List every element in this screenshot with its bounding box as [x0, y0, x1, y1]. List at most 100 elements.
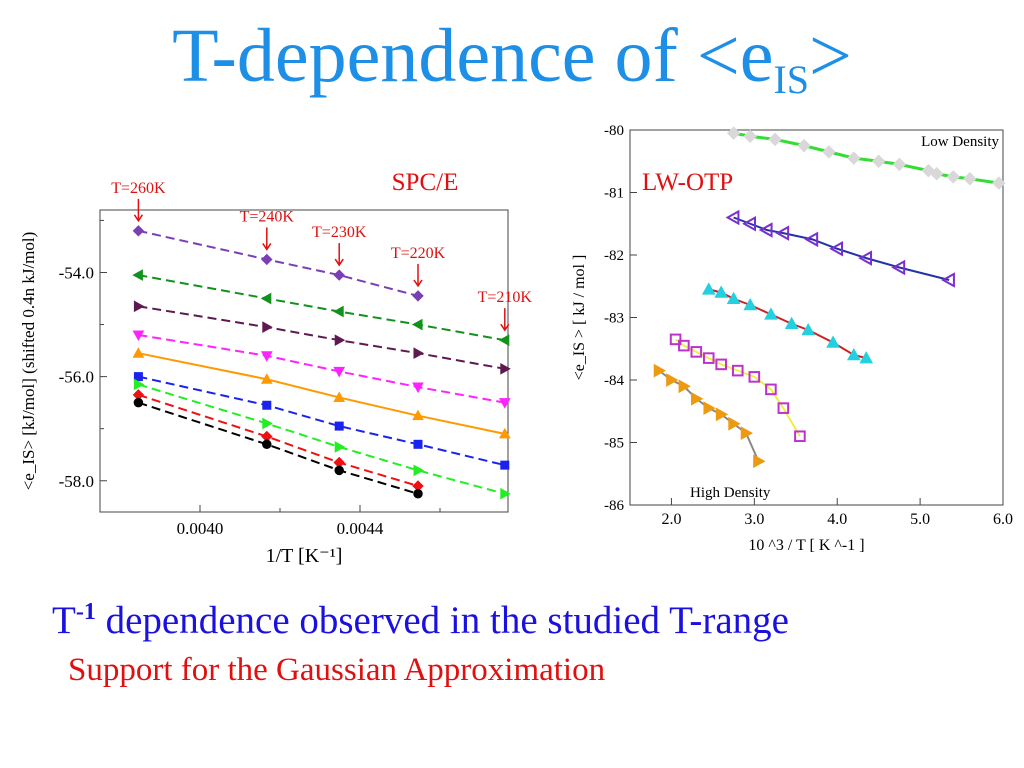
conclusion-text: dependence observed in the studied T-ran…: [95, 599, 789, 642]
data-point: [666, 373, 679, 387]
data-point: [846, 347, 861, 361]
data-point: [963, 172, 977, 186]
data-series: [653, 363, 766, 469]
data-point: [822, 145, 836, 159]
data-point: [262, 321, 273, 334]
data-point: [742, 216, 756, 232]
annotation-arrowhead: [500, 323, 510, 332]
data-point: [728, 416, 741, 431]
x-axis-label: 1/T [K⁻¹]: [266, 545, 343, 567]
temperature-label: T=220K: [391, 245, 446, 262]
data-point: [701, 282, 716, 295]
data-point: [333, 366, 346, 378]
temperature-label: T=230K: [312, 224, 367, 241]
data-point: [941, 272, 955, 288]
y-tick-label: -84: [604, 373, 624, 389]
data-point: [133, 378, 145, 391]
data-point: [777, 402, 790, 414]
data-point: [498, 334, 510, 347]
data-point: [262, 400, 272, 410]
temperature-label: T=240K: [240, 208, 295, 225]
data-point: [133, 397, 144, 408]
y-tick-label: -80: [604, 123, 624, 139]
data-point: [132, 347, 145, 358]
data-point: [262, 439, 272, 450]
x-tick-label: 6.0: [993, 511, 1013, 528]
data-series: [725, 209, 955, 288]
data-series: [133, 397, 423, 499]
data-series: [701, 282, 874, 364]
temperature-annotation: T=220K: [391, 245, 446, 288]
data-point: [333, 269, 345, 281]
conclusion-line: T-1 dependence observed in the studied T…: [52, 598, 789, 643]
data-point: [500, 460, 510, 470]
series-line: [138, 393, 419, 487]
data-point: [412, 382, 424, 394]
annotation-arrowhead: [262, 243, 272, 251]
data-point: [715, 358, 727, 371]
series-line: [138, 383, 506, 495]
y-tick-label: -86: [604, 498, 624, 514]
x-tick-label: 3.0: [744, 511, 764, 528]
data-point: [726, 126, 741, 140]
data-point: [411, 318, 423, 331]
data-point: [260, 292, 272, 305]
data-point: [764, 307, 778, 320]
data-series: [669, 333, 806, 443]
conclusion-exponent: -1: [75, 599, 96, 625]
data-point: [413, 439, 423, 449]
data-point: [412, 290, 424, 302]
data-point: [703, 401, 716, 415]
data-point: [498, 427, 511, 439]
data-point: [262, 417, 273, 430]
data-point: [413, 489, 423, 499]
data-point: [498, 398, 511, 409]
support-line: Support for the Gaussian Approximation: [68, 652, 606, 688]
data-point: [133, 300, 145, 313]
data-point: [826, 335, 840, 348]
data-point: [413, 464, 425, 477]
series-line: [138, 305, 505, 370]
data-point: [871, 154, 886, 168]
temperature-annotation: T=230K: [312, 224, 367, 267]
low-density-label: Low Density: [921, 134, 999, 150]
y-tick-label: -82: [604, 248, 624, 264]
data-point: [413, 347, 425, 360]
data-point: [765, 383, 777, 396]
series-line: [708, 288, 867, 360]
x-axis-label: 10 ^3 / T [ K ^-1 ]: [748, 537, 864, 554]
title-main: T-dependence of <e: [172, 14, 774, 98]
data-series: [133, 372, 510, 470]
data-point: [669, 333, 682, 346]
y-tick-label: -58.0: [59, 472, 94, 491]
y-axis-label: <e_IS > [ kJ / mol ]: [571, 255, 588, 381]
data-point: [715, 407, 729, 422]
data-point: [678, 379, 691, 394]
data-point: [740, 426, 754, 440]
temperature-annotation: T=260K: [111, 180, 166, 223]
data-point: [892, 157, 907, 172]
data-point: [804, 231, 819, 248]
chart-label-lw-otp: LW-OTP: [642, 169, 733, 196]
annotation-arrowhead: [334, 258, 344, 267]
data-series: [132, 225, 424, 302]
data-series: [132, 347, 511, 439]
data-series: [133, 300, 511, 375]
x-tick-label: 4.0: [827, 511, 847, 528]
data-point: [500, 362, 511, 375]
data-point: [714, 285, 729, 298]
slide-title: T-dependence of <eIS>: [0, 18, 1024, 100]
chart-lw-otp: -80 -81 -82 -83 -84 -85 -86 2.0 3.0 4.0 5.0 6.0 10 ^…: [571, 123, 1013, 554]
data-point: [929, 167, 944, 181]
annotation-arrowhead: [413, 279, 423, 288]
data-point: [859, 351, 874, 364]
y-tick-label: -54.0: [59, 263, 94, 282]
data-point: [891, 259, 906, 276]
data-point: [691, 391, 704, 406]
data-point: [801, 322, 816, 336]
x-tick-label: 5.0: [910, 511, 930, 528]
data-point: [858, 250, 873, 266]
data-point: [334, 465, 344, 476]
data-point: [992, 176, 1006, 190]
series-line: [674, 338, 801, 437]
